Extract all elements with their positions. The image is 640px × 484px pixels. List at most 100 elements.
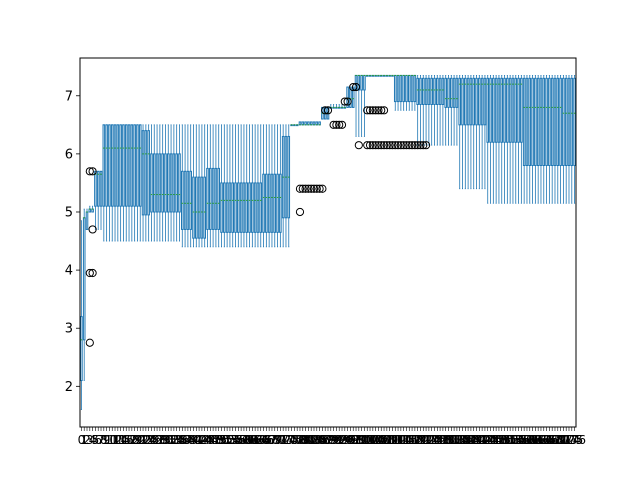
box-45 [206,124,209,248]
x-tick-label: 44 [197,433,212,447]
outlier-point-20 [335,120,344,129]
box-80 [304,121,307,126]
x-tick-label: 32 [163,433,178,447]
box-141 [475,75,478,190]
box-body [424,77,428,105]
box-110 [388,74,391,77]
outlier-point-40 [379,141,389,150]
box-33 [172,124,176,242]
x-tick-label: 59 [239,433,254,447]
outlier-point-52 [413,141,422,150]
outlier-point-2 [88,225,97,234]
x-tick-label: 53 [222,433,237,447]
box-154 [511,75,515,204]
box-body [492,77,495,143]
box-138 [466,75,470,190]
box-140 [472,75,476,190]
outlier-point-15 [318,184,327,193]
x-tick-label: 102 [356,433,379,447]
x-tick-label: 91 [329,433,344,447]
box-body [259,182,263,233]
x-tick-label: 131 [437,433,460,447]
box-128 [438,75,442,146]
box-139 [469,75,473,190]
box-142 [478,75,481,190]
box-body [455,77,459,108]
outlier-point-54 [419,141,428,150]
box-body [108,124,111,207]
box-body [228,182,232,233]
box-28 [158,124,162,242]
x-tick-label: 141 [465,433,488,447]
box-172 [562,75,565,204]
x-tick-label: 71 [273,433,288,447]
x-tick-label: 144 [473,433,496,447]
box-2 [85,208,89,230]
box-165 [542,75,546,204]
box-43 [200,124,204,248]
x-tick-label: 42 [191,433,206,447]
box-39 [189,124,192,248]
x-tick-label: 55 [228,433,243,447]
x-tick-label: 46 [203,433,218,447]
box-body [225,182,229,233]
box-108 [382,74,386,77]
box-16 [124,124,128,242]
box-body [150,153,153,213]
x-tick-label: 108 [373,433,396,447]
x-tick-label: 170 [546,433,569,447]
box-body [133,124,136,207]
box-body [279,173,282,233]
box-126 [433,75,436,146]
outlier-point-11 [307,184,316,193]
box-body [217,167,220,230]
x-tick-label: 134 [445,433,468,447]
box-113 [396,74,400,111]
x-tick-label: 166 [535,433,558,447]
box-body [564,77,568,167]
box-4 [91,205,94,213]
box-1 [82,208,86,381]
outlier-point-36 [368,141,377,150]
outlier-point-42 [385,141,394,150]
box-135 [458,75,461,190]
x-tick-label: 95 [340,433,355,447]
box-65 [262,124,265,248]
y-tick-label: 4 [65,264,73,279]
box-105 [374,74,377,77]
x-tick-label: 116 [395,433,418,447]
box-3 [88,205,92,213]
box-157 [520,75,523,204]
box-40 [192,124,195,248]
box-150 [500,75,504,204]
x-tick-label: 19 [127,433,142,447]
outlier-point-44 [391,141,400,150]
box-body [511,77,515,143]
box-body [461,77,464,126]
x-tick-label: 138 [457,433,480,447]
x-tick-label: 7 [97,433,105,447]
x-tick-label: 79 [295,433,310,447]
box-67 [267,124,271,248]
x-tick-label: 1 [80,433,88,447]
box-125 [430,75,433,146]
x-tick-label: 113 [387,433,410,447]
box-117 [407,74,411,111]
x-tick-label: 83 [306,433,321,447]
box-163 [536,75,540,204]
x-tick-label: 14 [113,433,128,447]
box-26 [152,124,156,242]
x-tick-label: 146 [479,433,502,447]
x-tick-label: 153 [499,433,522,447]
box-164 [539,75,543,204]
box-body [178,153,181,213]
outlier-point-8 [298,184,307,193]
box-body [248,182,251,233]
outlier-point-0 [85,167,94,176]
box-166 [545,75,548,204]
x-tick-label: 158 [513,433,536,447]
box-84 [315,121,319,126]
x-tick-label: 161 [521,433,544,447]
box-body [531,77,534,167]
x-tick-label: 18 [124,433,139,447]
